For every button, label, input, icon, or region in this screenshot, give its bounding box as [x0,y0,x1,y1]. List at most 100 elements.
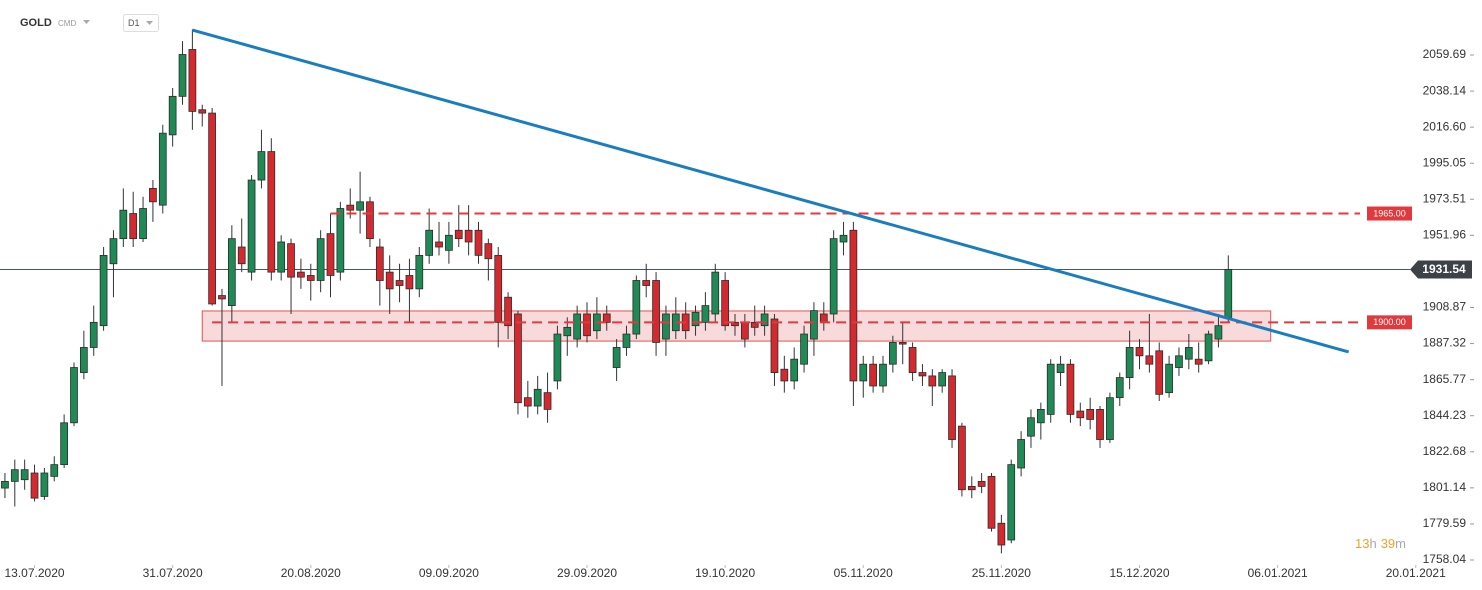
candle-body [1204,333,1213,362]
candle-body [484,243,493,260]
candle-body [1125,347,1134,378]
candle-body [287,243,295,278]
candle-body [1214,325,1223,340]
plot-area [0,29,1410,554]
symbol[interactable]: GOLD [20,17,52,29]
candle-body [504,296,512,327]
candle-body [247,179,256,273]
countdown-unit: h [1369,536,1376,551]
candle-body [149,188,157,203]
y-tick-label: 2016.60 [1423,119,1467,133]
x-tick-label: 13.07.2020 [4,566,64,580]
price-axis [1412,0,1482,565]
candle-body [790,358,799,382]
candle-body [908,347,917,373]
candle-body [977,480,986,487]
candle-body [888,342,897,365]
candle-body [445,234,453,251]
candle-body [1027,417,1035,437]
candle-body [1145,355,1154,365]
candle-body [316,238,325,281]
y-tick-label: 1758.04 [1423,552,1467,566]
candle-body [188,49,197,112]
candle-body [40,472,49,497]
candle-body [425,229,434,256]
candle-body [346,204,355,211]
y-tick-label: 1995.05 [1423,155,1467,169]
x-tick-label: 06.01.2021 [1248,566,1308,580]
candle-body [139,208,147,240]
candle-body [602,313,611,323]
y-tick-label: 1844.23 [1423,408,1467,422]
last-price-tag [1410,260,1472,279]
candle-body [780,368,789,382]
x-tick-label: 25.11.2020 [972,566,1031,580]
x-tick-label: 19.10.2020 [695,566,755,580]
candle-body [829,238,838,315]
candle-body [326,233,335,276]
candle-body [267,151,276,273]
x-tick-label: 05.11.2020 [834,566,893,580]
candle-body [701,305,710,323]
candle-body [573,313,582,340]
candle-body [750,321,759,328]
y-tick-label: 2059.69 [1423,47,1467,61]
candle-body [958,425,966,491]
candle-body [1135,347,1144,357]
candle-body [1106,397,1114,440]
candle-body [741,321,749,340]
candle-body [731,321,739,327]
candle-body [415,254,424,290]
candle-body [839,234,848,243]
candle-body [1155,350,1164,395]
market: CMD [58,19,76,28]
candle-body [80,347,88,373]
countdown-minutes: 39 [1381,536,1395,551]
y-tick-label: 1951.96 [1423,228,1467,242]
candle-body [454,229,463,240]
level-label: 1965.00 [1373,208,1406,218]
x-tick-label: 15.12.2020 [1109,566,1169,580]
interval-button[interactable] [123,14,159,32]
candle-body [997,522,1006,546]
candle-body [1046,363,1055,415]
candle-body [563,326,572,337]
candle-body [632,280,641,335]
candle-body [464,229,473,243]
candle-body [336,208,345,273]
y-tick-label: 2038.14 [1423,83,1467,97]
candle-body [375,246,384,281]
candle-body [987,475,996,529]
candle-body [770,318,779,373]
interval-dropdown[interactable] [146,21,153,25]
y-tick-label: 1908.87 [1423,300,1467,314]
candle-body [494,254,503,323]
candle-body [208,112,216,305]
candle-body [938,372,947,387]
candle-body [1096,408,1104,440]
candle-body [30,472,39,499]
x-tick-label: 09.09.2020 [419,566,479,580]
last-price-label: 1931.54 [1422,262,1466,276]
candle-body [237,246,246,265]
candle-body [819,313,828,323]
candle-body [1017,439,1025,469]
candle-body [306,275,315,281]
candle-body [1,480,9,489]
x-tick-label: 20.01.2021 [1386,566,1446,580]
candle-body [395,280,404,286]
candle-body [553,333,562,382]
candle-body [50,464,59,477]
candle-body [869,363,877,387]
candle-body [356,201,364,211]
level-label: 1900.00 [1373,317,1406,327]
candle-body [129,213,138,240]
symbol-dropdown[interactable] [83,20,90,24]
level-tag [1367,315,1412,330]
candle-body [168,95,177,136]
interval: D1 [128,18,140,28]
candle-body [810,310,818,340]
candle-body [1066,363,1075,415]
y-tick-label: 1973.51 [1423,191,1467,205]
candle-body [662,313,670,340]
